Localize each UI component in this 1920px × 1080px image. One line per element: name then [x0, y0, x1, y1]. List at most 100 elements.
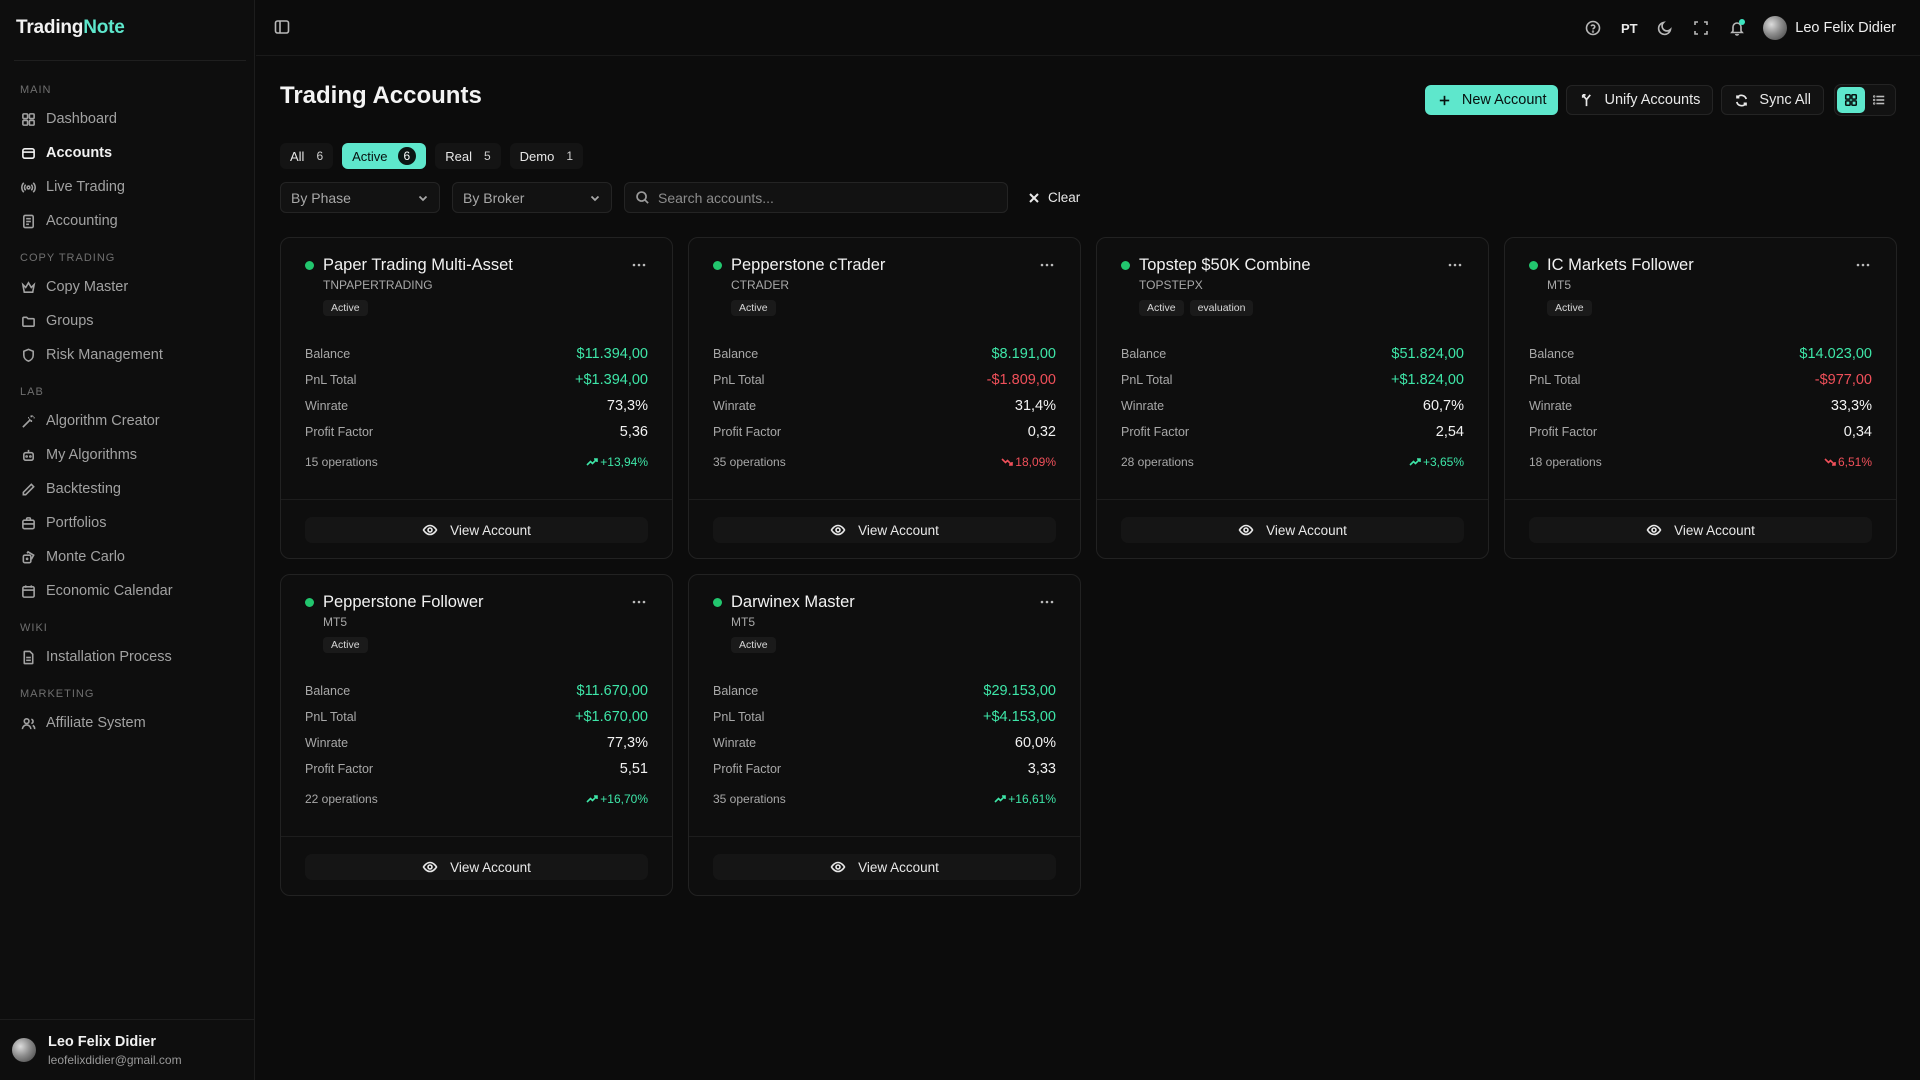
- change-value: 6,51%: [1837, 455, 1872, 469]
- view-account-button[interactable]: View Account: [305, 517, 648, 543]
- more-options-icon[interactable]: [1034, 591, 1060, 613]
- tab-active[interactable]: Active 6: [342, 143, 427, 169]
- stat-label: Balance: [713, 684, 759, 698]
- search-input[interactable]: [658, 189, 978, 206]
- fullscreen-icon[interactable]: [1683, 10, 1719, 46]
- view-account-button[interactable]: View Account: [1121, 517, 1464, 543]
- sidebar-item-label: Accounts: [46, 145, 113, 161]
- account-broker: TNPAPERTRADING: [323, 278, 433, 292]
- stat-balance: Balance $8.191,00: [713, 341, 1056, 367]
- top-user-name: Leo Felix Didier: [1795, 20, 1896, 36]
- more-options-icon[interactable]: [626, 254, 652, 276]
- account-card: Paper Trading Multi-Asset TNPAPERTRADING…: [280, 237, 673, 559]
- view-account-button[interactable]: View Account: [713, 517, 1056, 543]
- help-icon[interactable]: [1575, 10, 1611, 46]
- bell-icon[interactable]: [1719, 10, 1755, 46]
- sidebar-item-accounts[interactable]: Accounts: [0, 136, 254, 170]
- users-icon: [20, 715, 36, 731]
- tab-real[interactable]: Real 5: [435, 143, 501, 169]
- stat-label: Winrate: [713, 399, 757, 413]
- stat-label: Profit Factor: [1529, 425, 1598, 439]
- stat-pnl: PnL Total -$977,00: [1529, 367, 1872, 393]
- badge-list: Active: [1547, 300, 1876, 316]
- stat-label: PnL Total: [305, 373, 357, 387]
- operations-row: 15 operations +13,94%: [305, 449, 648, 475]
- broker-select[interactable]: By Broker: [452, 182, 612, 213]
- top-user-menu[interactable]: Leo Felix Didier: [1763, 16, 1896, 40]
- profit-factor-value: 2,54: [1435, 424, 1464, 440]
- phase-select[interactable]: By Phase: [280, 182, 440, 213]
- stat-label: PnL Total: [1529, 373, 1581, 387]
- clear-filters-button[interactable]: Clear: [1020, 182, 1088, 213]
- folder-icon: [20, 313, 36, 329]
- sidebar-toggle-icon[interactable]: [274, 19, 292, 37]
- sidebar-item-economic-calendar[interactable]: Economic Calendar: [0, 574, 254, 608]
- view-account-button[interactable]: View Account: [713, 854, 1056, 880]
- language-toggle[interactable]: PT: [1620, 20, 1638, 36]
- sidebar-item-groups[interactable]: Groups: [0, 304, 254, 338]
- status-dot: [713, 598, 722, 607]
- sidebar-item-dashboard[interactable]: Dashboard: [0, 102, 254, 136]
- sidebar-item-live-trading[interactable]: Live Trading: [0, 170, 254, 204]
- view-account-button[interactable]: View Account: [1529, 517, 1872, 543]
- operations-count: 15 operations: [305, 455, 378, 469]
- sidebar-item-my-algorithms[interactable]: My Algorithms: [0, 438, 254, 472]
- status-badge: Active: [731, 300, 776, 316]
- stat-label: Winrate: [305, 736, 349, 750]
- performance-change: +16,61%: [994, 792, 1056, 806]
- app-logo[interactable]: TradingNote: [16, 17, 125, 39]
- more-options-icon[interactable]: [1034, 254, 1060, 276]
- stat-pnl: PnL Total +$1.824,00: [1121, 367, 1464, 393]
- badge-list: Active: [323, 637, 652, 653]
- sidebar-item-risk-management[interactable]: Risk Management: [0, 338, 254, 372]
- sidebar-item-accounting[interactable]: Accounting: [0, 204, 254, 238]
- sidebar-user-card[interactable]: Leo Felix Didier leofelixdidier@gmail.co…: [0, 1019, 254, 1080]
- sidebar-item-label: Backtesting: [46, 481, 121, 497]
- winrate-value: 31,4%: [1014, 398, 1056, 414]
- new-account-button[interactable]: New Account: [1424, 85, 1559, 115]
- status-badge: Active: [1139, 300, 1184, 316]
- live-trading-icon: [20, 179, 36, 195]
- sidebar-item-algorithm-creator[interactable]: Algorithm Creator: [0, 404, 254, 438]
- view-account-button[interactable]: View Account: [305, 854, 648, 880]
- more-options-icon[interactable]: [1850, 254, 1876, 276]
- card-divider: [689, 499, 1080, 500]
- badge-list: Active: [731, 300, 1060, 316]
- search-icon: [636, 191, 649, 204]
- sidebar-item-label: Affiliate System: [46, 715, 146, 731]
- account-card: Pepperstone Follower MT5 Active Balance …: [280, 574, 673, 896]
- sidebar-item-backtesting[interactable]: Backtesting: [0, 472, 254, 506]
- filters-bar: By Phase By Broker Clear: [280, 182, 1088, 213]
- card-header: Paper Trading Multi-Asset TNPAPERTRADING…: [305, 256, 652, 316]
- unify-accounts-button[interactable]: Unify Accounts: [1566, 85, 1714, 115]
- more-options-icon[interactable]: [626, 591, 652, 613]
- stat-pnl: PnL Total +$1.670,00: [305, 704, 648, 730]
- tab-count-badge: 1: [566, 149, 574, 163]
- tab-label: Demo: [519, 148, 555, 164]
- account-stats: Balance $11.670,00 PnL Total +$1.670,00 …: [305, 678, 648, 812]
- tab-label: All: [290, 148, 305, 164]
- sidebar-item-label: Risk Management: [46, 347, 163, 363]
- change-value: +16,61%: [1008, 792, 1056, 806]
- moon-icon[interactable]: [1647, 10, 1683, 46]
- tab-all[interactable]: All 6: [280, 143, 334, 169]
- winrate-value: 60,7%: [1422, 398, 1464, 414]
- stat-label: Balance: [1121, 347, 1167, 361]
- stat-label: PnL Total: [713, 710, 765, 724]
- more-options-icon[interactable]: [1442, 254, 1468, 276]
- sidebar-user-email: leofelixdidier@gmail.com: [48, 1052, 182, 1067]
- sidebar-item-portfolios[interactable]: Portfolios: [0, 506, 254, 540]
- sidebar-item-affiliate-system[interactable]: Affiliate System: [0, 706, 254, 740]
- grid-view-icon[interactable]: [1837, 87, 1865, 113]
- sidebar-section-title: LAB: [20, 386, 44, 398]
- tab-demo[interactable]: Demo 1: [509, 143, 584, 169]
- sidebar-item-installation-process[interactable]: Installation Process: [0, 640, 254, 674]
- stat-label: Winrate: [713, 736, 757, 750]
- sidebar-item-copy-master[interactable]: Copy Master: [0, 270, 254, 304]
- sync-all-button[interactable]: Sync All: [1721, 85, 1824, 115]
- list-view-icon[interactable]: [1865, 87, 1893, 113]
- sidebar-item-monte-carlo[interactable]: Monte Carlo: [0, 540, 254, 574]
- view-account-label: View Account: [858, 859, 939, 875]
- winrate-value: 73,3%: [606, 398, 648, 414]
- profit-factor-value: 0,32: [1027, 424, 1056, 440]
